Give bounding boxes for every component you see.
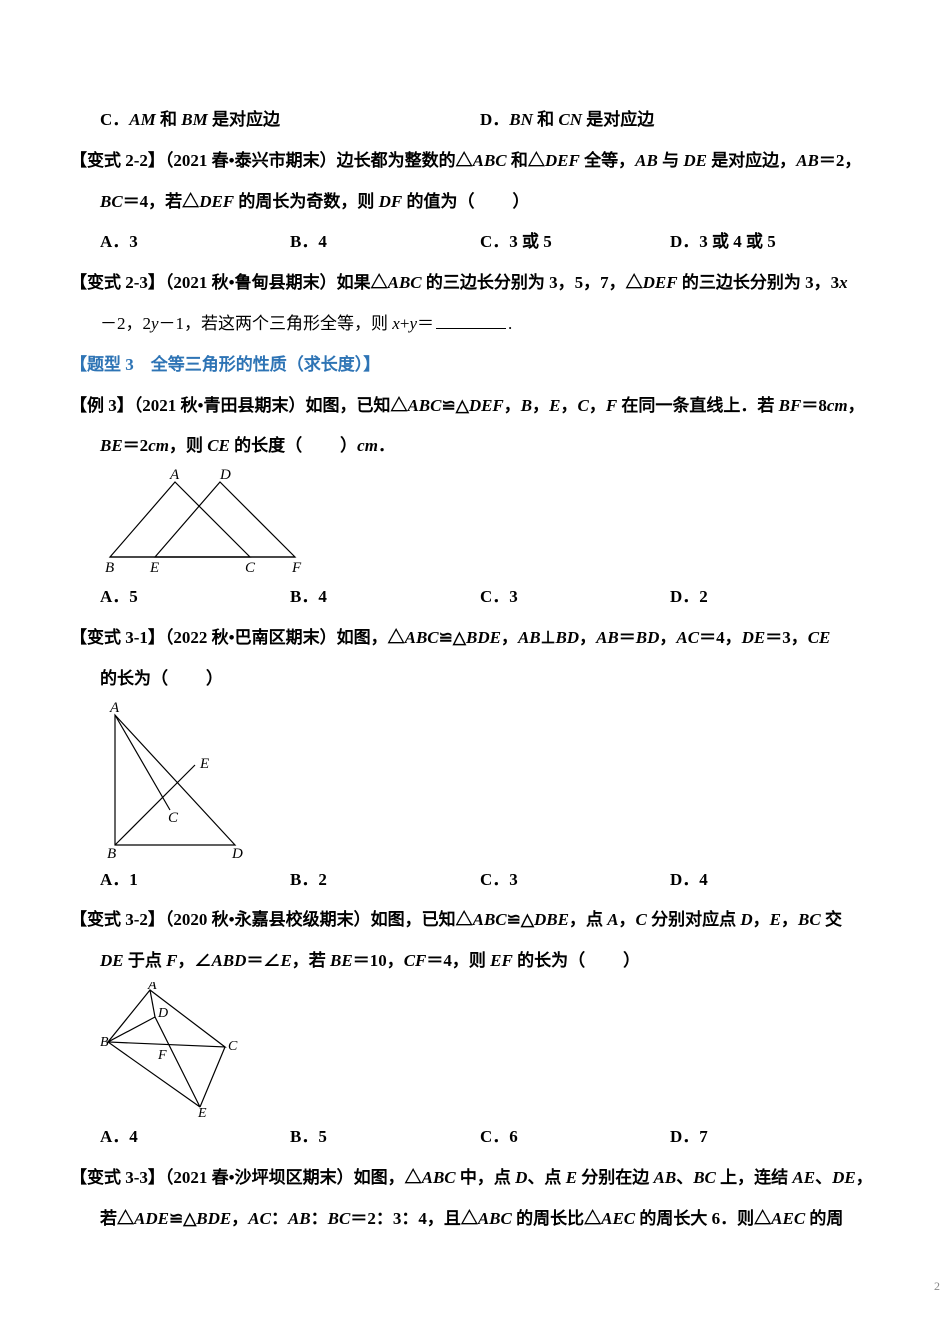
q31-opt-d: D．4 [670, 860, 860, 901]
q3-figure: A D B E C F [100, 467, 880, 577]
options-cd: C．AM 和 BM 是对应边 D．BN 和 CN 是对应边 [100, 100, 880, 141]
q3-opt-c: C．3 [480, 577, 670, 618]
q22-options: A．3 B．4 C．3 或 5 D．3 或 4 或 5 [100, 222, 880, 263]
opt-c-mid: 和 [156, 110, 182, 129]
opt-d-tail: 是对应边 [582, 110, 654, 129]
q22-opt-a: A．3 [100, 222, 290, 263]
q32-opt-c: C．6 [480, 1117, 670, 1158]
q32-options: A．4 B．5 C．6 D．7 [100, 1117, 880, 1158]
lbl-B: B [107, 846, 116, 860]
lbl-F: F [157, 1048, 167, 1063]
q3-options: A．5 B．4 C．3 D．2 [100, 577, 880, 618]
q3-tag: 【例 3】 [70, 396, 134, 415]
lbl-A: A [109, 700, 120, 716]
q31-opt-c: C．3 [480, 860, 670, 901]
q3-line2: BE＝2cm，则 CE 的长度（ ）cm． [100, 426, 880, 467]
q22-line1: 【变式 2-2】（2021 春•泰兴市期末）边长都为整数的△ABC 和△DEF … [70, 141, 880, 182]
lbl-A: A [147, 982, 157, 993]
q3-line1: 【例 3】（2021 秋•青田县期末）如图，已知△ABC≌△DEF，B，E，C，… [70, 386, 880, 427]
q22-opt-c: C．3 或 5 [480, 222, 670, 263]
q22-opt-b: B．4 [290, 222, 480, 263]
q31-options: A．1 B．2 C．3 D．4 [100, 860, 880, 901]
q22-line2: BC＝4，若△DEF 的周长为奇数，则 DF 的值为（ ） [100, 182, 880, 223]
q31-figure: A E C B D [100, 700, 880, 860]
opt-d-mid: 和 [533, 110, 559, 129]
q32-figure: A D B F C E [100, 982, 880, 1117]
q31-line1: 【变式 3-1】（2022 秋•巴南区期末）如图，△ABC≌△BDE，AB⊥BD… [70, 618, 880, 659]
lbl-D: D [219, 467, 231, 483]
q33-tag: 【变式 3-3】 [70, 1168, 165, 1187]
lbl-B: B [105, 560, 114, 576]
opt-d-prefix: D． [480, 110, 509, 129]
lbl-E: E [199, 756, 209, 772]
lbl-D: D [157, 1006, 168, 1021]
q31-opt-b: B．2 [290, 860, 480, 901]
lbl-C: C [168, 810, 179, 826]
q23-line2: －2，2y－1，若这两个三角形全等，则 x+y＝. [100, 304, 880, 345]
q22-abc: ABC [473, 151, 507, 170]
opt-d-bn: BN [509, 110, 533, 129]
q32-line1: 【变式 3-2】（2020 秋•永嘉县校级期末）如图，已知△ABC≌△DBE，点… [70, 900, 880, 941]
lbl-B: B [100, 1035, 109, 1050]
lbl-C: C [228, 1039, 238, 1054]
option-c: C．AM 和 BM 是对应边 [100, 100, 480, 141]
q32-tag: 【变式 3-2】 [70, 910, 165, 929]
opt-c-tail: 是对应边 [208, 110, 280, 129]
q32-opt-a: A．4 [100, 1117, 290, 1158]
q23-line1: 【变式 2-3】（2021 秋•鲁甸县期末）如果△ABC 的三边长分别为 3，5… [70, 263, 880, 304]
lbl-C: C [245, 560, 256, 576]
q32-opt-d: D．7 [670, 1117, 860, 1158]
q23-tag: 【变式 2-3】 [70, 273, 165, 292]
q33-line2: 若△ADE≌△BDE，AC：AB：BC＝2：3：4，且△ABC 的周长比△AEC… [100, 1199, 880, 1240]
lbl-F: F [291, 560, 302, 576]
opt-c-am: AM [129, 110, 155, 129]
q22-tag: 【变式 2-2】 [70, 151, 165, 170]
option-d: D．BN 和 CN 是对应边 [480, 100, 860, 141]
q32-line2: DE 于点 F，∠ABD＝∠E，若 BE＝10，CF＝4，则 EF 的长为（ ） [100, 941, 880, 982]
page-content: C．AM 和 BM 是对应边 D．BN 和 CN 是对应边 【变式 2-2】（2… [0, 0, 950, 1279]
q3-opt-b: B．4 [290, 577, 480, 618]
q22-def: DEF [545, 151, 580, 170]
section-3-heading: 【题型 3 全等三角形的性质（求长度）】 [70, 345, 880, 386]
q33-line1: 【变式 3-3】（2021 春•沙坪坝区期末）如图，△ABC 中，点 D、点 E… [70, 1158, 880, 1199]
opt-c-bm: BM [181, 110, 207, 129]
lbl-D: D [231, 846, 243, 860]
q31-line2: 的长为（ ） [100, 659, 880, 700]
lbl-E: E [197, 1106, 207, 1117]
q22-src: （2021 春•泰兴市期末）边长都为整数的△ [165, 151, 473, 170]
q31-opt-a: A．1 [100, 860, 290, 901]
opt-c-prefix: C． [100, 110, 129, 129]
q32-opt-b: B．5 [290, 1117, 480, 1158]
q22-opt-d: D．3 或 4 或 5 [670, 222, 860, 263]
q3-opt-d: D．2 [670, 577, 860, 618]
lbl-E: E [149, 560, 159, 576]
blank-fill [436, 311, 506, 329]
opt-d-cn: CN [558, 110, 582, 129]
q3-opt-a: A．5 [100, 577, 290, 618]
page-number: 2 [0, 1279, 950, 1294]
q31-tag: 【变式 3-1】 [70, 628, 165, 647]
lbl-A: A [169, 467, 180, 483]
